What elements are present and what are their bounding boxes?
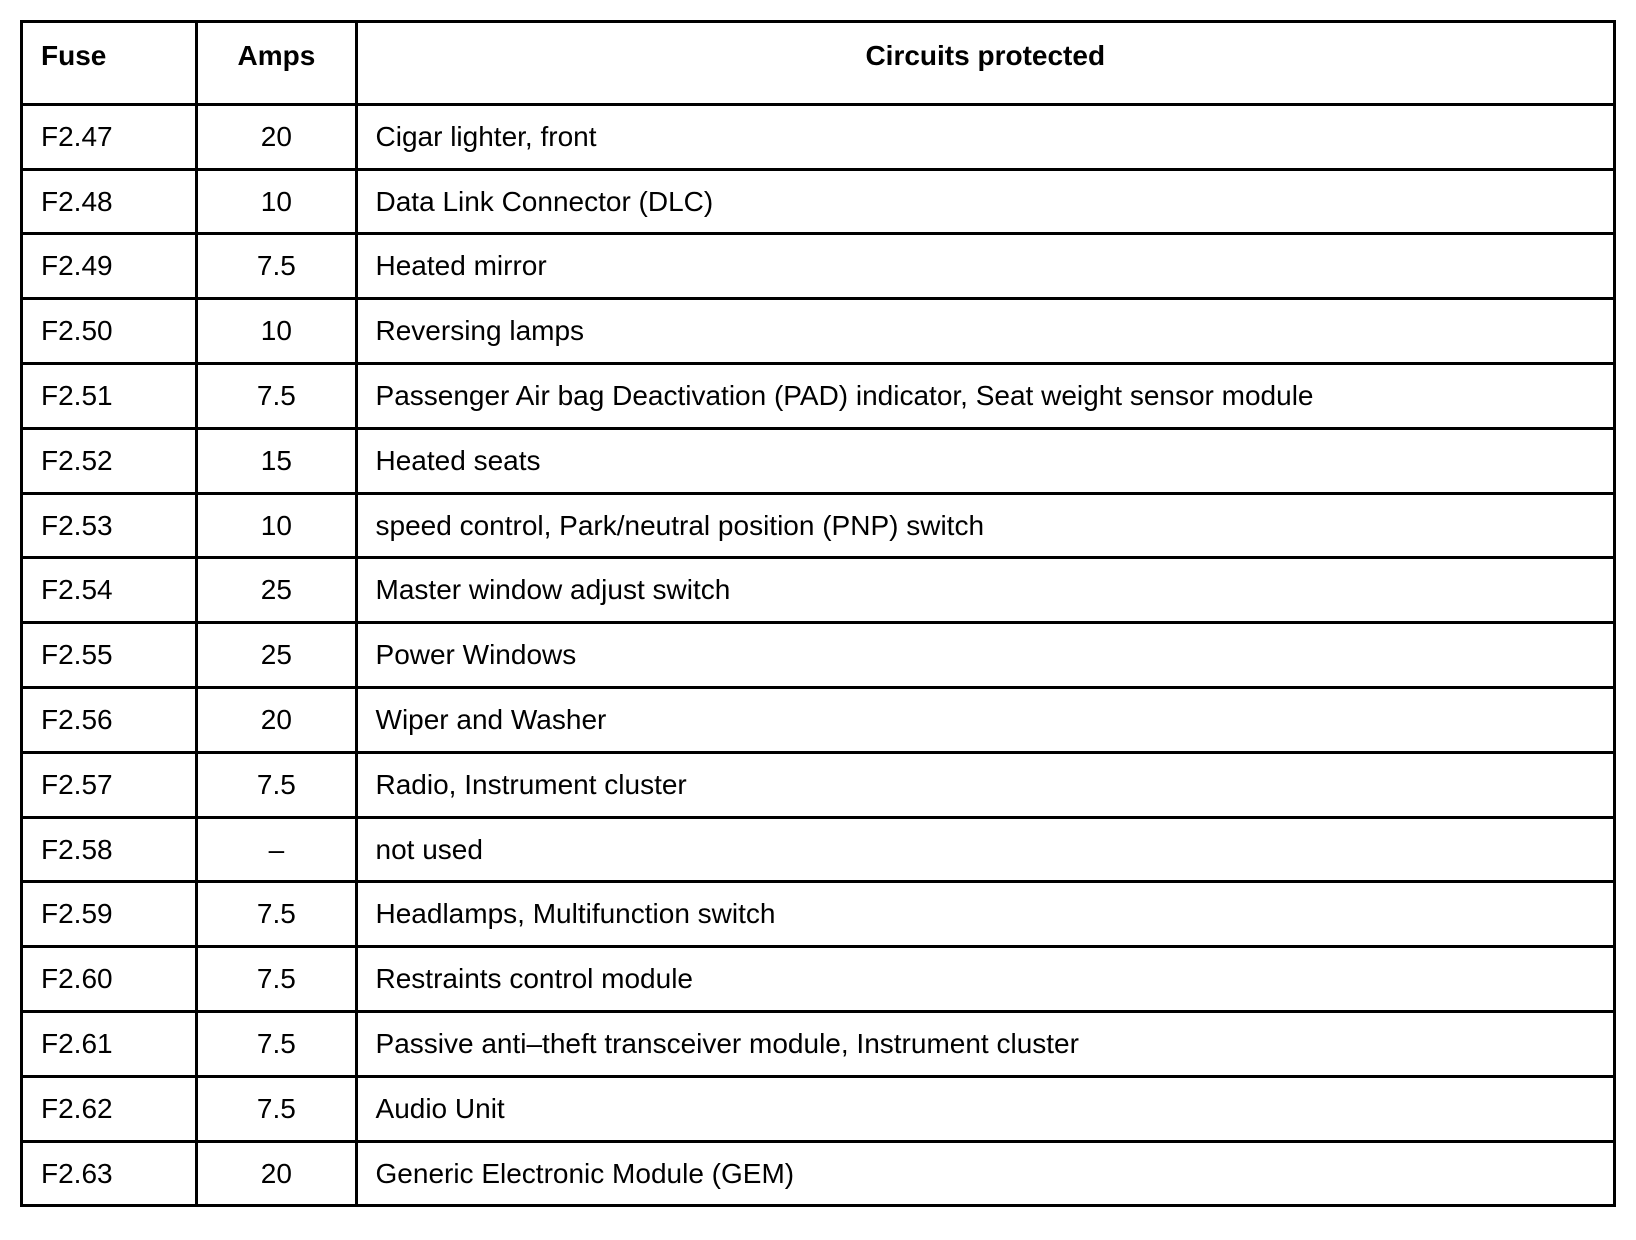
- circuits-cell: Restraints control module: [356, 947, 1614, 1012]
- circuits-cell: Passenger Air bag Deactivation (PAD) ind…: [356, 363, 1614, 428]
- amps-cell: 20: [197, 687, 356, 752]
- amps-cell: 7.5: [197, 752, 356, 817]
- amps-cell: –: [197, 817, 356, 882]
- circuits-cell: Passive anti–theft transceiver module, I…: [356, 1011, 1614, 1076]
- circuits-cell: Radio, Instrument cluster: [356, 752, 1614, 817]
- amps-cell: 20: [197, 1141, 356, 1206]
- table-row: F2.58–not used: [22, 817, 1615, 882]
- amps-cell: 25: [197, 558, 356, 623]
- table-row: F2.617.5Passive anti–theft transceiver m…: [22, 1011, 1615, 1076]
- circuits-cell: Data Link Connector (DLC): [356, 169, 1614, 234]
- amps-cell: 10: [197, 169, 356, 234]
- fuse-cell: F2.57: [22, 752, 197, 817]
- amps-cell: 7.5: [197, 234, 356, 299]
- table-row: F2.5425Master window adjust switch: [22, 558, 1615, 623]
- fuse-cell: F2.59: [22, 882, 197, 947]
- table-row: F2.577.5Radio, Instrument cluster: [22, 752, 1615, 817]
- circuits-cell: Heated seats: [356, 428, 1614, 493]
- table-row: F2.4720Cigar lighter, front: [22, 104, 1615, 169]
- amps-cell: 7.5: [197, 882, 356, 947]
- table-row: F2.607.5Restraints control module: [22, 947, 1615, 1012]
- circuits-cell: Cigar lighter, front: [356, 104, 1614, 169]
- fuse-cell: F2.62: [22, 1076, 197, 1141]
- circuits-cell: speed control, Park/neutral position (PN…: [356, 493, 1614, 558]
- circuits-cell: not used: [356, 817, 1614, 882]
- amps-cell: 20: [197, 104, 356, 169]
- circuits-cell: Headlamps, Multifunction switch: [356, 882, 1614, 947]
- circuits-cell: Wiper and Washer: [356, 687, 1614, 752]
- fuse-cell: F2.60: [22, 947, 197, 1012]
- circuits-cell: Audio Unit: [356, 1076, 1614, 1141]
- fuse-cell: F2.56: [22, 687, 197, 752]
- circuits-cell: Generic Electronic Module (GEM): [356, 1141, 1614, 1206]
- amps-cell: 10: [197, 493, 356, 558]
- circuits-cell: Reversing lamps: [356, 299, 1614, 364]
- amps-cell: 7.5: [197, 363, 356, 428]
- table-row: F2.6320Generic Electronic Module (GEM): [22, 1141, 1615, 1206]
- fuse-cell: F2.52: [22, 428, 197, 493]
- amps-cell: 7.5: [197, 947, 356, 1012]
- fuse-cell: F2.58: [22, 817, 197, 882]
- fuse-cell: F2.51: [22, 363, 197, 428]
- table-row: F2.597.5Headlamps, Multifunction switch: [22, 882, 1615, 947]
- amps-cell: 10: [197, 299, 356, 364]
- fuse-cell: F2.48: [22, 169, 197, 234]
- table-header-row: Fuse Amps Circuits protected: [22, 22, 1615, 105]
- column-header-fuse: Fuse: [22, 22, 197, 105]
- table-row: F2.4810Data Link Connector (DLC): [22, 169, 1615, 234]
- fuse-cell: F2.47: [22, 104, 197, 169]
- fuse-cell: F2.53: [22, 493, 197, 558]
- table-row: F2.5010Reversing lamps: [22, 299, 1615, 364]
- fuse-cell: F2.55: [22, 623, 197, 688]
- table-row: F2.497.5Heated mirror: [22, 234, 1615, 299]
- column-header-circuits: Circuits protected: [356, 22, 1614, 105]
- amps-cell: 25: [197, 623, 356, 688]
- table-row: F2.627.5Audio Unit: [22, 1076, 1615, 1141]
- circuits-cell: Heated mirror: [356, 234, 1614, 299]
- fuse-cell: F2.50: [22, 299, 197, 364]
- table-body: F2.4720Cigar lighter, frontF2.4810Data L…: [22, 104, 1615, 1206]
- amps-cell: 7.5: [197, 1011, 356, 1076]
- amps-cell: 7.5: [197, 1076, 356, 1141]
- fuse-cell: F2.61: [22, 1011, 197, 1076]
- amps-cell: 15: [197, 428, 356, 493]
- fuse-cell: F2.54: [22, 558, 197, 623]
- table-row: F2.5525Power Windows: [22, 623, 1615, 688]
- circuits-cell: Master window adjust switch: [356, 558, 1614, 623]
- table-row: F2.5620Wiper and Washer: [22, 687, 1615, 752]
- circuits-cell: Power Windows: [356, 623, 1614, 688]
- fuse-cell: F2.63: [22, 1141, 197, 1206]
- table-row: F2.5310speed control, Park/neutral posit…: [22, 493, 1615, 558]
- fuse-cell: F2.49: [22, 234, 197, 299]
- table-row: F2.517.5Passenger Air bag Deactivation (…: [22, 363, 1615, 428]
- fuse-table: Fuse Amps Circuits protected F2.4720Ciga…: [20, 20, 1616, 1207]
- table-row: F2.5215Heated seats: [22, 428, 1615, 493]
- column-header-amps: Amps: [197, 22, 356, 105]
